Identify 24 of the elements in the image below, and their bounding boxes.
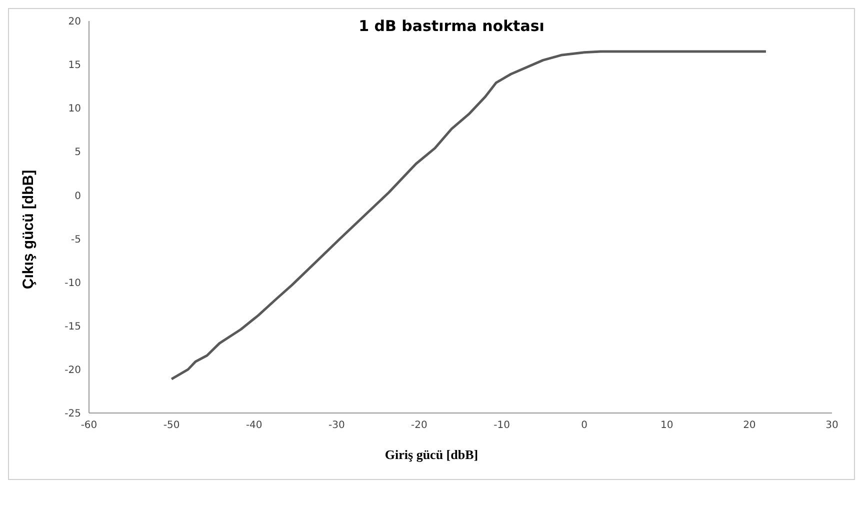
y-tick-label: 10: [68, 104, 81, 115]
y-axis-title: Çıkış gücü [dbB]: [20, 169, 38, 289]
x-axis-title: Giriş gücü [dbB]: [384, 447, 480, 463]
x-tick-label: -20: [411, 420, 428, 432]
x-tick-label: 0: [581, 420, 588, 432]
y-tick-label: -15: [64, 321, 81, 332]
x-tick-label: -30: [328, 420, 345, 432]
y-tick-label: 20: [68, 16, 81, 28]
x-tick-label: -60: [80, 420, 98, 432]
x-tick-label: -10: [494, 420, 510, 432]
y-tick-label: -5: [71, 234, 81, 246]
y-tick-label: 15: [68, 60, 81, 72]
y-tick-label: -20: [64, 364, 81, 376]
y-tick-label: -25: [64, 408, 81, 420]
y-tick-label: 5: [74, 147, 81, 158]
y-tick-label: 0: [74, 190, 81, 202]
line-series: [170, 50, 768, 380]
y-tick-label: -10: [64, 278, 81, 289]
x-tick-label: 20: [743, 420, 756, 432]
x-tick-label: 30: [826, 420, 838, 432]
x-tick-label: -50: [163, 420, 180, 432]
x-tick-label: -40: [246, 420, 262, 432]
x-tick-label: 10: [660, 420, 674, 432]
chart-title: 1 dB bastırma noktası: [358, 17, 544, 35]
